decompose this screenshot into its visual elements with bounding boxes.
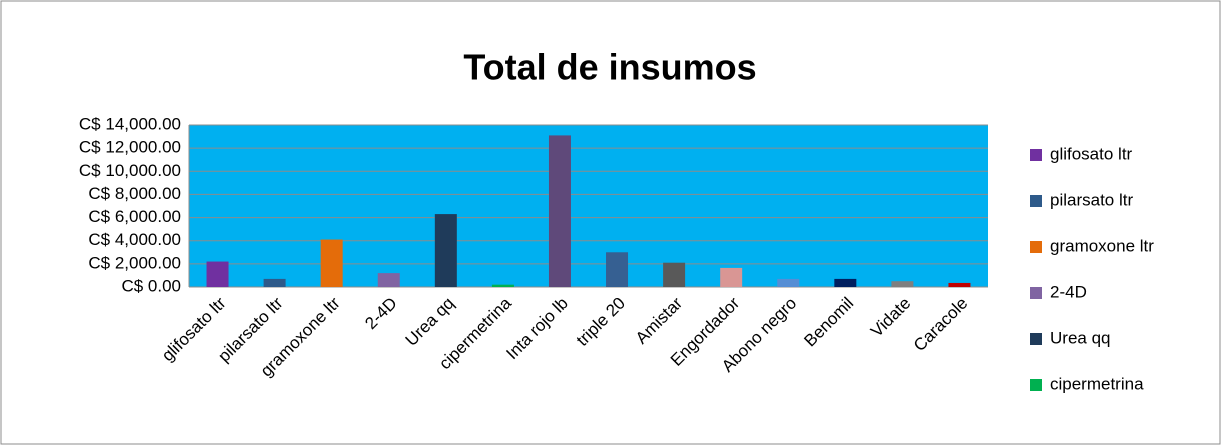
legend-swatch [1030, 149, 1042, 161]
bar [434, 214, 457, 287]
bar [491, 284, 514, 287]
y-tick-label: C$ 2,000.00 [88, 253, 181, 272]
bar [263, 278, 286, 287]
bar [606, 252, 629, 287]
bar [777, 278, 800, 287]
y-tick-label: C$ 0.00 [121, 276, 181, 295]
legend-label: glifosato ltr [1050, 144, 1133, 163]
chart-title: Total de insumos [463, 47, 756, 88]
legend-label: cipermetrina [1050, 374, 1144, 393]
legend-label: 2-4D [1050, 282, 1087, 301]
y-tick-label: C$ 14,000.00 [79, 114, 181, 133]
y-tick-label: C$ 10,000.00 [79, 161, 181, 180]
legend-swatch [1030, 333, 1042, 345]
bar [663, 262, 686, 287]
legend-label: Urea qq [1050, 328, 1110, 347]
legend-swatch [1030, 241, 1042, 253]
legend-swatch [1030, 195, 1042, 207]
legend-swatch [1030, 379, 1042, 391]
bar [206, 261, 229, 287]
legend-swatch [1030, 287, 1042, 299]
y-tick-label: C$ 12,000.00 [79, 138, 181, 157]
legend-label: pilarsato ltr [1050, 190, 1133, 209]
legend-label: gramoxone ltr [1050, 236, 1154, 255]
bar [548, 135, 571, 287]
plot-area [189, 125, 988, 287]
bar [948, 282, 971, 287]
bar [834, 278, 857, 287]
y-tick-label: C$ 6,000.00 [88, 207, 181, 226]
bar [891, 281, 914, 287]
bar [377, 273, 400, 287]
y-tick-label: C$ 8,000.00 [88, 184, 181, 203]
bar [720, 267, 743, 287]
y-tick-label: C$ 4,000.00 [88, 230, 181, 249]
bar [320, 239, 343, 287]
